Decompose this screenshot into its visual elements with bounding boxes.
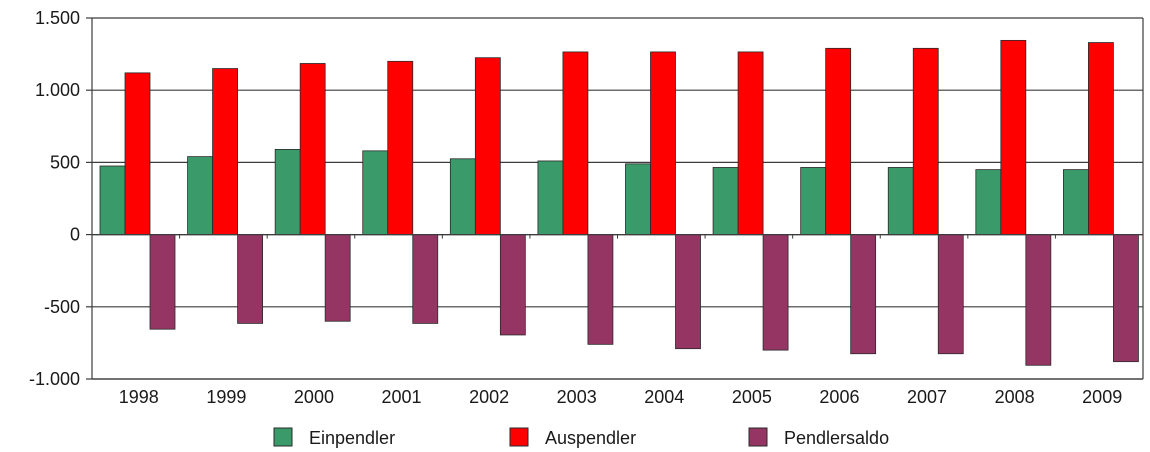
y-tick-label: 1.500 [35,8,80,28]
x-axis-tick-labels: 1998 1999 2000 2001 2002 2003 2004 2005 2006 2007… [119,387,1122,407]
y-tick-label: -1.000 [29,369,80,389]
bar-auspendler-1999 [212,68,238,235]
x-tick-label: 2008 [995,387,1035,407]
y-axis-tick-labels: 1.500 1.000 500 0 -500 -1.000 [29,8,80,389]
legend-item-einpendler: Einpendler [273,427,395,448]
axes [86,17,1144,380]
bar-einpendler-1998 [99,165,126,235]
bar-auspendler-2008 [1000,39,1027,236]
bar-auspendler-2001 [387,60,414,235]
bar-einpendler-2003 [537,160,564,235]
x-tick-label: 2004 [644,387,684,407]
legend-swatch [509,427,529,447]
legend-label: Auspendler [545,428,636,448]
bar-einpendler-2009 [1063,169,1089,235]
legend-label: Einpendler [309,428,395,448]
x-tick-label: 2003 [557,387,597,407]
bar-auspendler-2003 [562,51,589,235]
x-tick-label: 2001 [382,387,422,407]
bar-auspendler-1998 [124,72,151,235]
bar-einpendler-2002 [449,158,476,235]
x-tick-label: 1998 [119,387,159,407]
bar-auspendler-2000 [299,63,326,235]
bar-pendlersaldo-2005 [762,234,789,351]
x-tick-label: 2000 [294,387,334,407]
x-tick-label: 2006 [819,387,859,407]
x-tick-label: 2009 [1082,387,1122,407]
bar-pendlersaldo-2001 [412,234,439,324]
bar-pendlersaldo-1999 [237,234,263,324]
legend-swatch [273,427,293,447]
bar-auspendler-2005 [737,51,764,235]
legend-label: Pendlersaldo [784,428,889,448]
x-tick-label: 2005 [732,387,772,407]
legend: Einpendler Auspendler Pendlersaldo [273,427,889,448]
bar-auspendler-2004 [650,51,676,235]
legend-item-pendlersaldo: Pendlersaldo [748,427,889,448]
x-tick-label: 2002 [469,387,509,407]
y-tick-label: 0 [70,225,80,245]
bar-einpendler-2005 [712,167,739,235]
bar-auspendler-2002 [474,57,501,235]
x-tick-label: 1999 [206,387,246,407]
bar-pendlersaldo-2007 [937,234,964,355]
y-tick-label: 1.000 [35,80,80,100]
bar-einpendler-2004 [625,163,651,235]
bar-einpendler-2006 [800,167,827,235]
bar-einpendler-2001 [362,150,389,236]
bar-pendlersaldo-2008 [1025,234,1052,366]
bar-einpendler-2008 [975,169,1002,235]
bar-einpendler-1999 [187,156,213,235]
bar-auspendler-2006 [825,47,852,236]
bar-pendlersaldo-2002 [499,234,526,336]
legend-swatch [748,427,768,447]
bar-pendlersaldo-2006 [850,234,877,355]
bar-einpendler-2007 [887,167,914,235]
bar-auspendler-2009 [1088,42,1114,236]
legend-item-auspendler: Auspendler [509,427,636,448]
bars [99,39,1139,366]
y-tick-label: 500 [50,152,80,172]
y-tick-label: -500 [44,297,80,317]
bar-pendlersaldo-2003 [587,234,614,345]
bar-pendlersaldo-2004 [675,234,701,350]
bar-auspendler-2007 [912,47,939,236]
bar-pendlersaldo-2009 [1113,234,1139,363]
x-tick-label: 2007 [907,387,947,407]
bar-einpendler-2000 [274,149,301,236]
bar-pendlersaldo-2000 [324,234,351,322]
bar-pendlersaldo-1998 [149,234,176,330]
